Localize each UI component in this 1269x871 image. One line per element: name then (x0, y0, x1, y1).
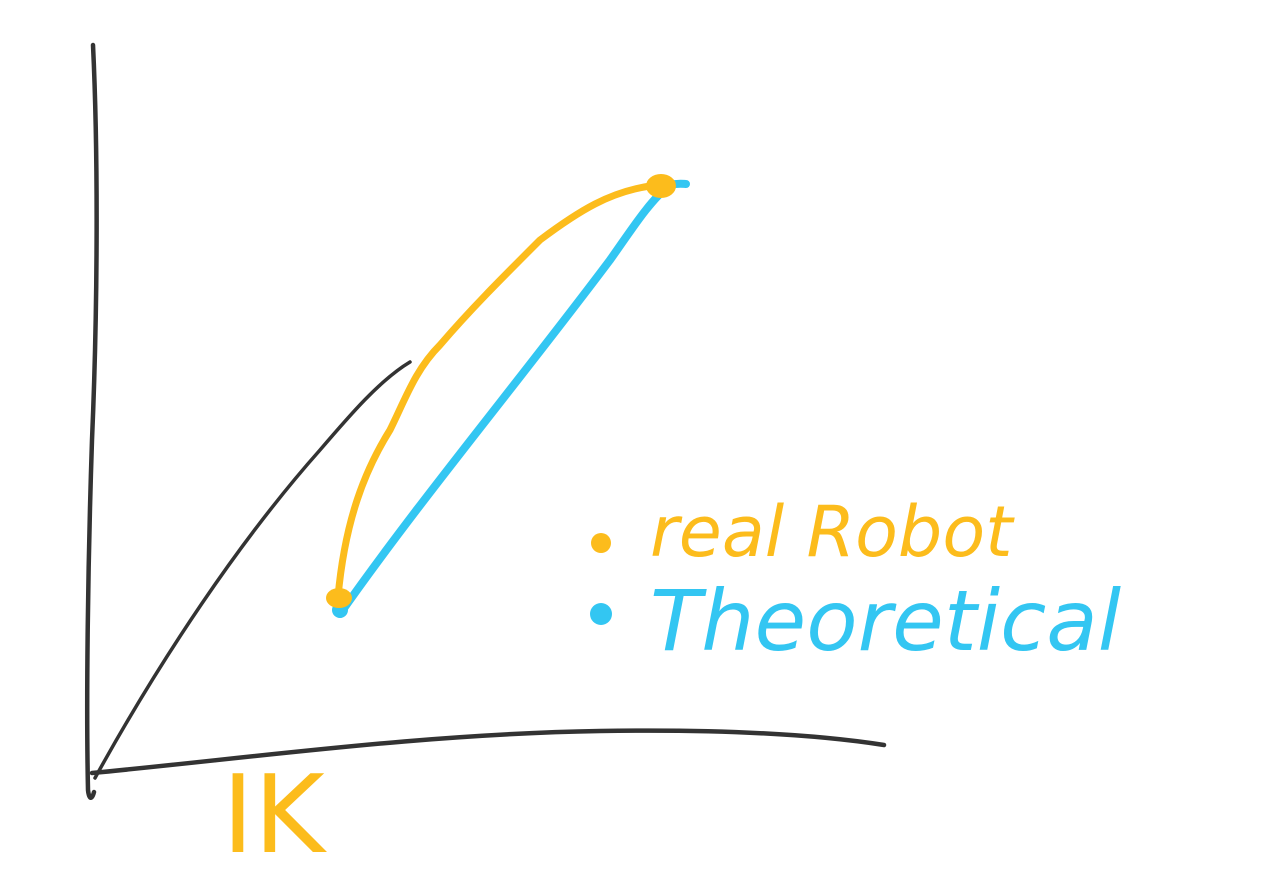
x-axis-label: IK (222, 753, 328, 871)
legend-dot-theoretical (590, 603, 612, 625)
x-axis (89, 728, 887, 776)
reference-line (93, 360, 412, 780)
legend-label-theoretical: Theoretical (650, 572, 1121, 670)
legend-label-real-robot: real Robot (650, 491, 1015, 573)
theoretical-line (336, 179, 690, 618)
y-axis (84, 42, 99, 800)
legend-dot-real-robot (591, 533, 611, 553)
real-robot-endpoint-start (326, 588, 352, 608)
real-robot-endpoint-end (646, 174, 676, 198)
